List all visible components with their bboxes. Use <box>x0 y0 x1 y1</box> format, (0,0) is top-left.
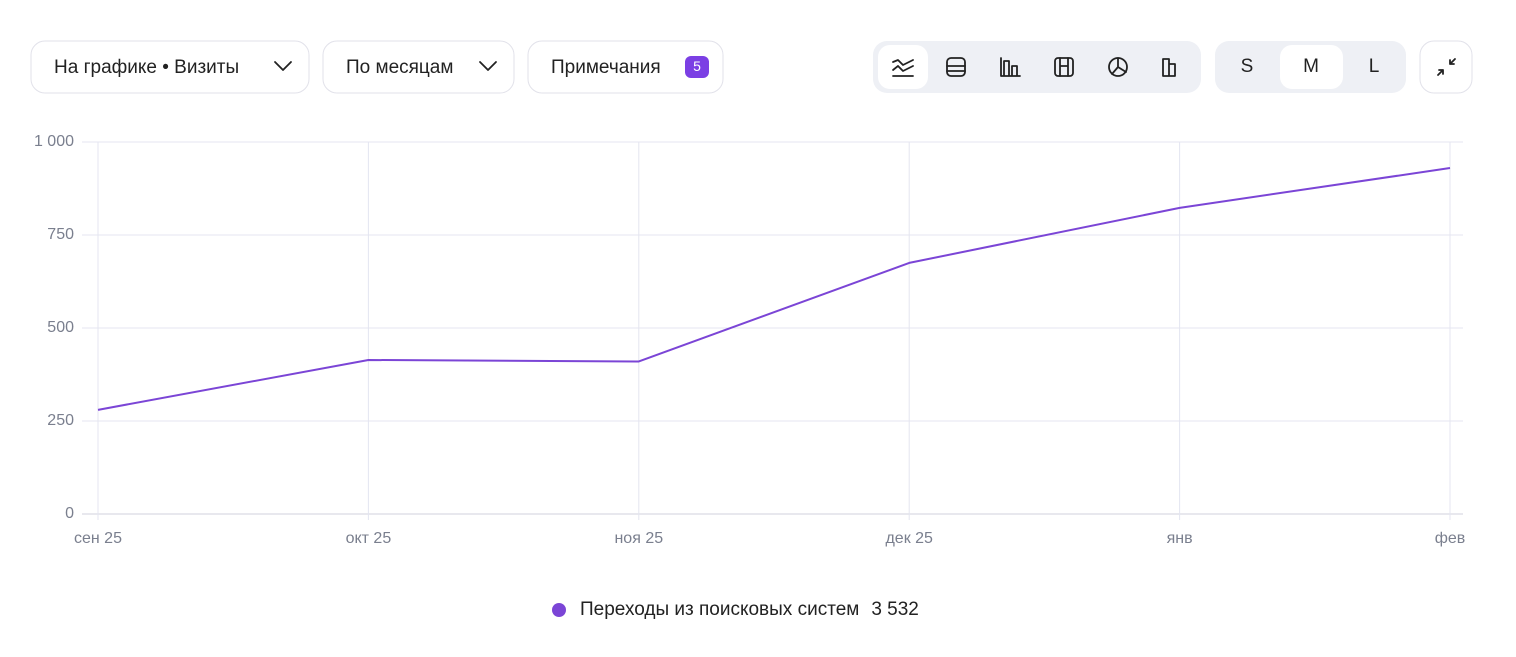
y-tick-label: 250 <box>47 412 74 429</box>
chevron <box>274 61 292 71</box>
button-bg <box>1419 40 1473 94</box>
x-tick-label: дек 25 <box>885 530 933 547</box>
button-label: Примечания <box>551 57 661 78</box>
legend-marker <box>552 603 566 617</box>
pie-chart-icon[interactable] <box>1108 57 1128 77</box>
active-pill <box>1280 45 1343 89</box>
x-tick-label: ноя 25 <box>614 530 663 547</box>
bar-chart-icon[interactable] <box>1000 57 1021 77</box>
size-option[interactable]: L <box>1369 56 1380 77</box>
legend-label: Переходы из поисковых систем <box>580 599 859 620</box>
size-switch: S M L <box>1215 41 1406 93</box>
chart: 0 250 500 750 1 000 сен 25 окт 25 ноя 25 дек 25 я… <box>34 133 1465 620</box>
area-chart-icon[interactable] <box>946 57 966 77</box>
x-tick-label: фев <box>1435 530 1466 547</box>
stacked-bar-icon[interactable] <box>1054 57 1074 77</box>
size-option[interactable]: M <box>1303 56 1319 77</box>
legend-total: 3 532 <box>871 599 919 620</box>
button-bg <box>322 40 515 94</box>
chevron <box>479 61 497 71</box>
x-tick-label: окт 25 <box>346 530 392 547</box>
chart-type-switch <box>873 41 1201 93</box>
line-chart-icon[interactable] <box>892 59 914 77</box>
x-tick-label: янв <box>1167 530 1193 547</box>
x-tick-label: сен 25 <box>74 530 122 547</box>
column-icon[interactable] <box>1162 58 1176 77</box>
switch-bg <box>873 41 1201 93</box>
notes-button[interactable]: Примечания 5 <box>527 40 724 94</box>
series-line <box>97 167 1451 411</box>
y-tick-label: 500 <box>47 319 74 336</box>
y-tick-label: 750 <box>47 226 74 243</box>
metric-dropdown[interactable]: На графике • Визиты <box>30 40 310 94</box>
period-dropdown[interactable]: По месяцам <box>322 40 515 94</box>
button-label: На графике • Визиты <box>54 57 239 78</box>
badge-count: 5 <box>693 58 701 74</box>
badge <box>685 56 709 78</box>
collapse-button[interactable] <box>1419 40 1473 94</box>
button-bg <box>527 40 724 94</box>
y-tick-label: 0 <box>65 505 74 522</box>
button-label: По месяцам <box>346 57 453 78</box>
active-pill <box>878 45 928 89</box>
button-bg <box>30 40 310 94</box>
y-tick-label: 1 000 <box>34 133 74 150</box>
size-option[interactable]: S <box>1241 56 1254 77</box>
